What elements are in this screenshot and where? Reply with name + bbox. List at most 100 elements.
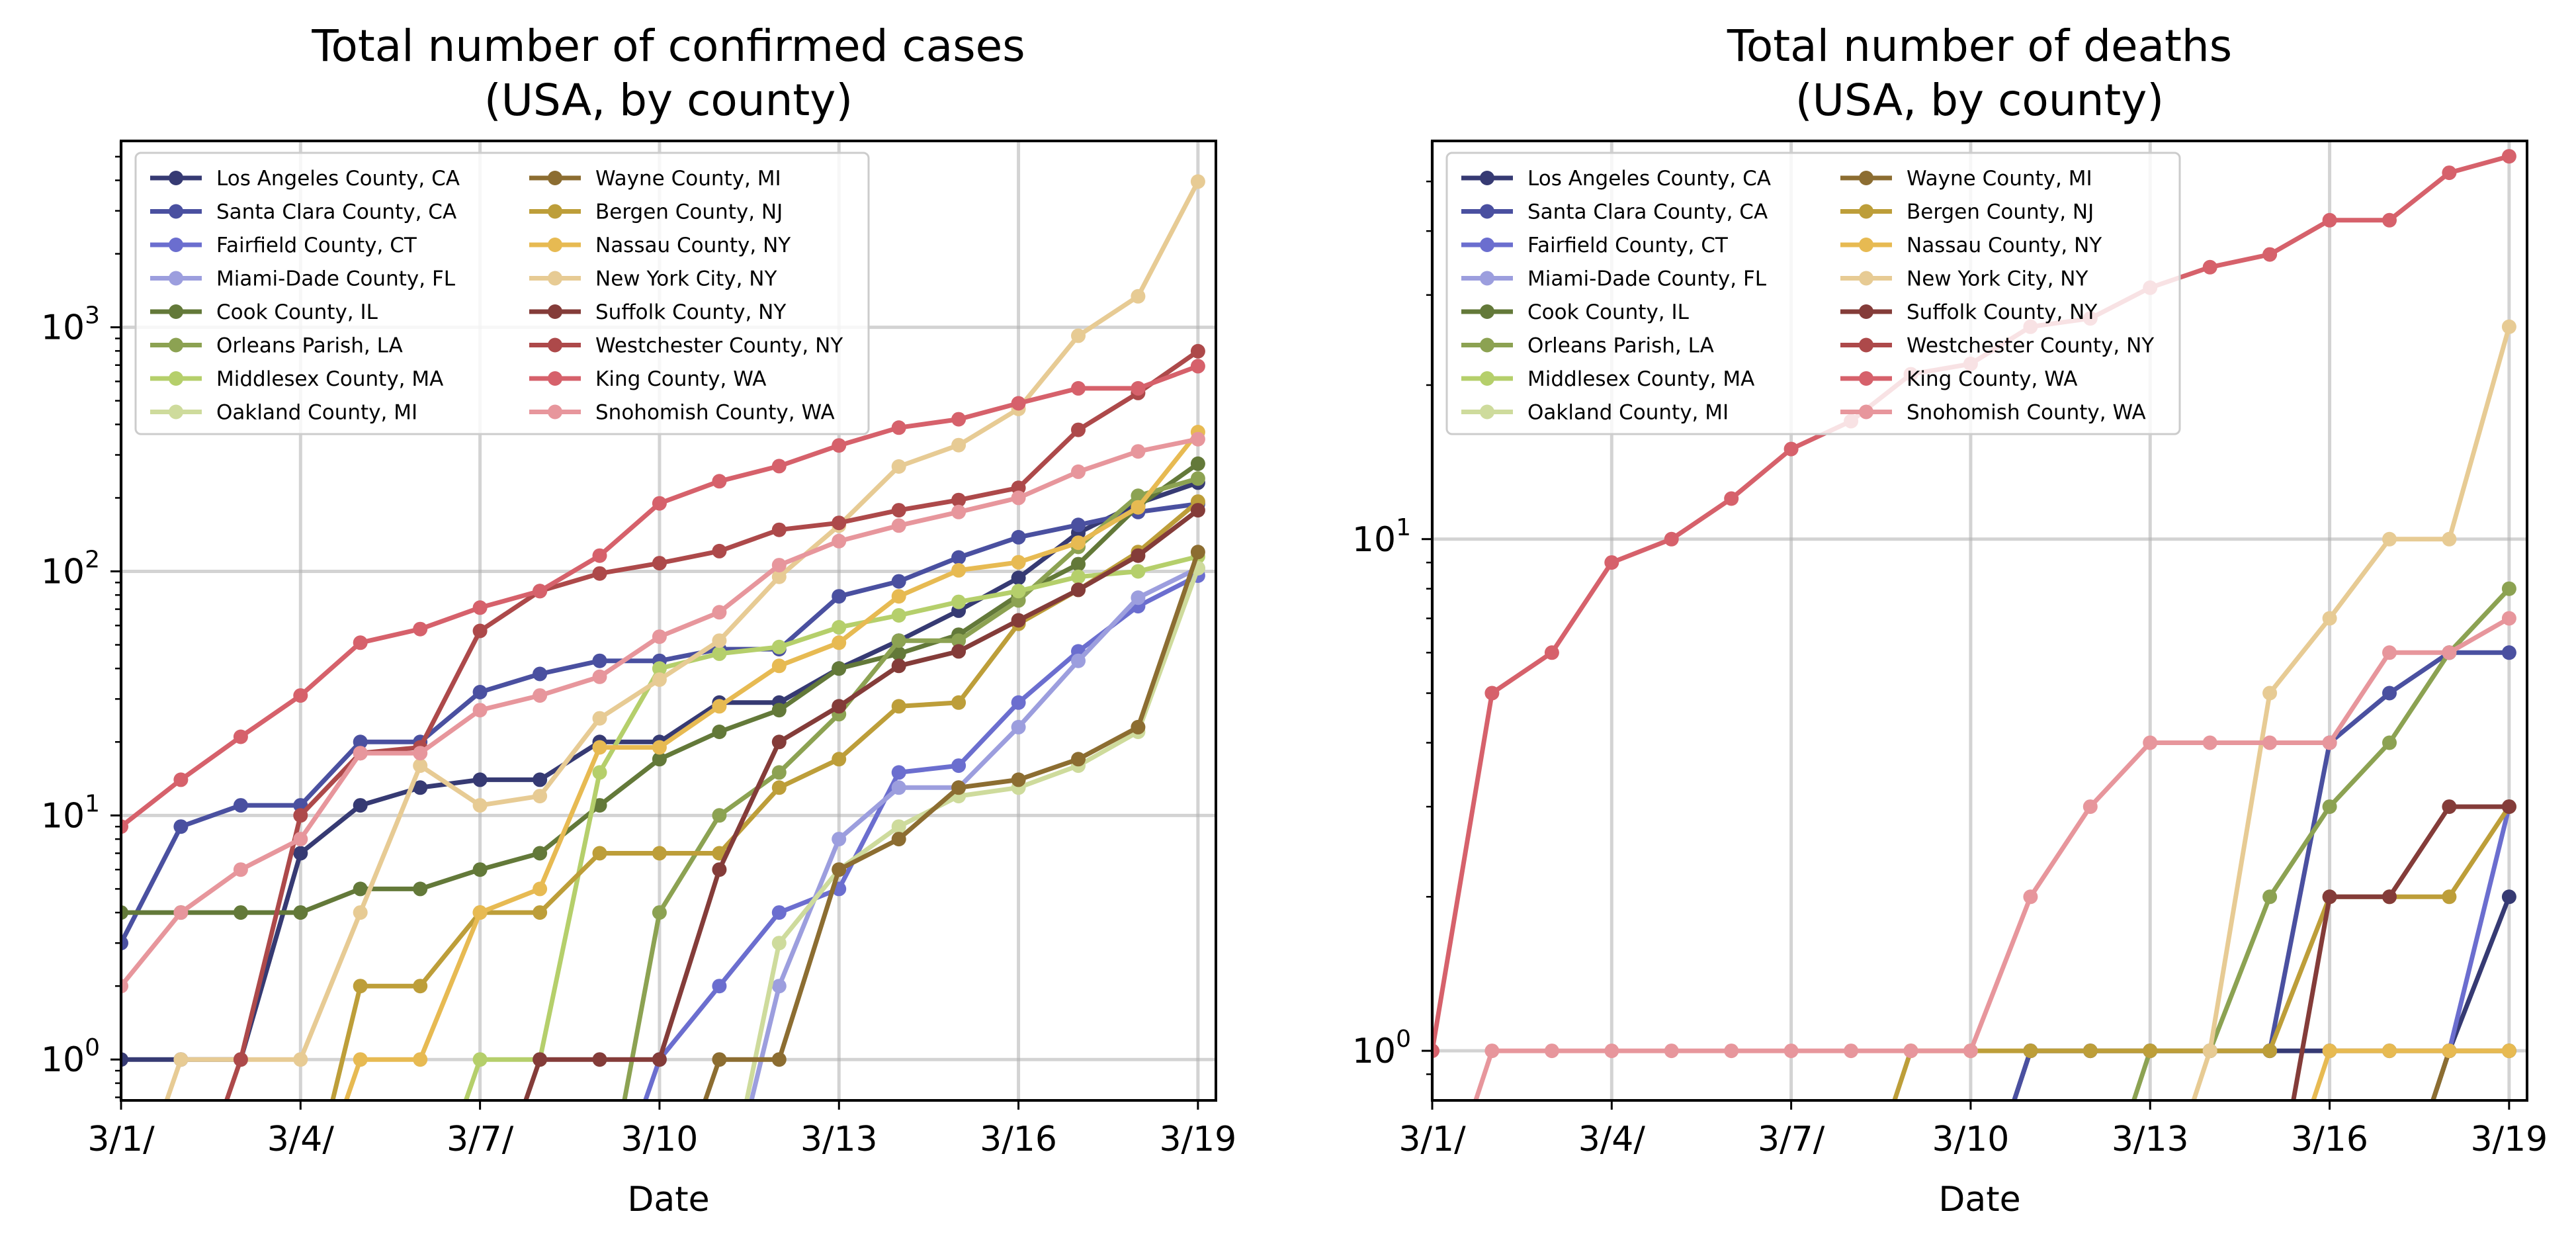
data-point — [891, 646, 906, 661]
data-point — [2382, 686, 2397, 701]
data-point — [951, 562, 966, 578]
data-point — [891, 589, 906, 604]
data-point — [771, 765, 787, 780]
data-point — [832, 862, 847, 877]
data-point — [771, 780, 787, 795]
y-tick-label: 100 — [1352, 1026, 1411, 1071]
data-point — [652, 846, 667, 861]
data-point — [173, 1052, 189, 1067]
data-point — [891, 699, 906, 714]
data-point — [1011, 490, 1026, 506]
data-point — [1071, 380, 1086, 396]
data-point — [1011, 613, 1026, 628]
data-point — [2262, 247, 2278, 262]
data-point — [592, 653, 607, 668]
legend-item: Santa Clara County, CA — [1461, 200, 1768, 224]
x-tick-label: 3/13 — [2112, 1120, 2189, 1159]
data-point — [1190, 343, 1205, 359]
legend-swatch-marker — [1480, 304, 1494, 319]
data-point — [832, 589, 847, 604]
data-point — [891, 420, 906, 435]
data-point — [233, 729, 248, 744]
data-point — [951, 504, 966, 519]
data-point — [832, 438, 847, 453]
legend-item: Orleans Parish, LA — [150, 334, 403, 358]
data-point — [1011, 695, 1026, 710]
data-point — [2082, 799, 2098, 815]
legend-swatch-marker — [1859, 404, 1873, 420]
data-point — [1544, 645, 1559, 660]
data-point — [771, 979, 787, 994]
data-point — [173, 772, 189, 787]
y-tick-exponent: 0 — [1396, 1026, 1411, 1053]
data-point — [2262, 1043, 2278, 1059]
data-point — [891, 765, 906, 780]
data-point — [1604, 555, 1619, 570]
series-15 — [121, 431, 1205, 994]
legend-swatch-marker — [548, 337, 562, 353]
data-point — [2262, 889, 2278, 905]
data-point — [533, 905, 548, 920]
data-point — [592, 1052, 607, 1067]
data-point — [1071, 422, 1086, 437]
data-point — [832, 515, 847, 531]
data-point — [121, 1052, 128, 1067]
series-9 — [1892, 799, 2516, 1100]
data-point — [2442, 165, 2457, 181]
data-point — [771, 522, 787, 537]
data-point — [592, 798, 607, 813]
data-point — [293, 1052, 308, 1067]
legend-swatch-marker — [169, 404, 183, 420]
legend-label: Santa Clara County, CA — [1527, 200, 1768, 224]
legend-item: Westchester County, NY — [529, 334, 843, 358]
data-point — [233, 862, 248, 877]
data-point — [1131, 444, 1146, 459]
series-15 — [1473, 611, 2516, 1100]
data-point — [771, 459, 787, 474]
data-point — [891, 633, 906, 648]
data-point — [413, 780, 428, 795]
legend-label: Nassau County, NY — [595, 234, 791, 257]
data-point — [771, 639, 787, 654]
data-point — [1131, 719, 1146, 734]
data-point — [293, 832, 308, 847]
legend-label: Snohomish County, WA — [1907, 401, 2146, 425]
data-point — [2442, 889, 2457, 905]
chart-subtitle: (USA, by county) — [484, 75, 853, 126]
legend-item: Snohomish County, WA — [1840, 401, 2146, 425]
legend-item: King County, WA — [1840, 367, 2077, 391]
legend-swatch-marker — [1480, 271, 1494, 286]
data-point — [2262, 735, 2278, 750]
data-point — [2382, 212, 2397, 228]
legend-item: Fairfield County, CT — [150, 234, 417, 257]
data-point — [712, 605, 727, 620]
legend-swatch-marker — [169, 204, 183, 219]
data-point — [652, 629, 667, 644]
data-point — [1131, 288, 1146, 304]
legend-item: Los Angeles County, CA — [150, 167, 460, 191]
data-point — [2322, 889, 2337, 905]
legend-item: Suffolk County, NY — [1840, 300, 2097, 324]
data-point — [2382, 645, 2397, 660]
legend-item: Westchester County, NY — [1840, 334, 2154, 358]
legend-label: Bergen County, NJ — [595, 200, 783, 224]
data-point — [1484, 686, 1500, 701]
data-point — [832, 699, 847, 714]
data-point — [592, 740, 607, 755]
data-point — [2442, 645, 2457, 660]
legend-label: Santa Clara County, CA — [216, 200, 456, 224]
legend-item: Snohomish County, WA — [529, 401, 835, 425]
y-tick-exponent: 2 — [85, 546, 100, 573]
legend-label: Suffolk County, NY — [595, 300, 786, 324]
data-point — [951, 412, 966, 427]
data-point — [712, 725, 727, 739]
x-tick-label: 3/7/ — [1758, 1120, 1825, 1159]
legend-item: Cook County, IL — [150, 300, 378, 324]
data-point — [891, 459, 906, 474]
data-point — [2382, 531, 2397, 547]
data-point — [652, 905, 667, 920]
legend-item: Oakland County, MI — [150, 401, 417, 425]
data-point — [472, 685, 488, 699]
legend-swatch-marker — [169, 371, 183, 386]
y-tick-label: 103 — [41, 302, 100, 348]
